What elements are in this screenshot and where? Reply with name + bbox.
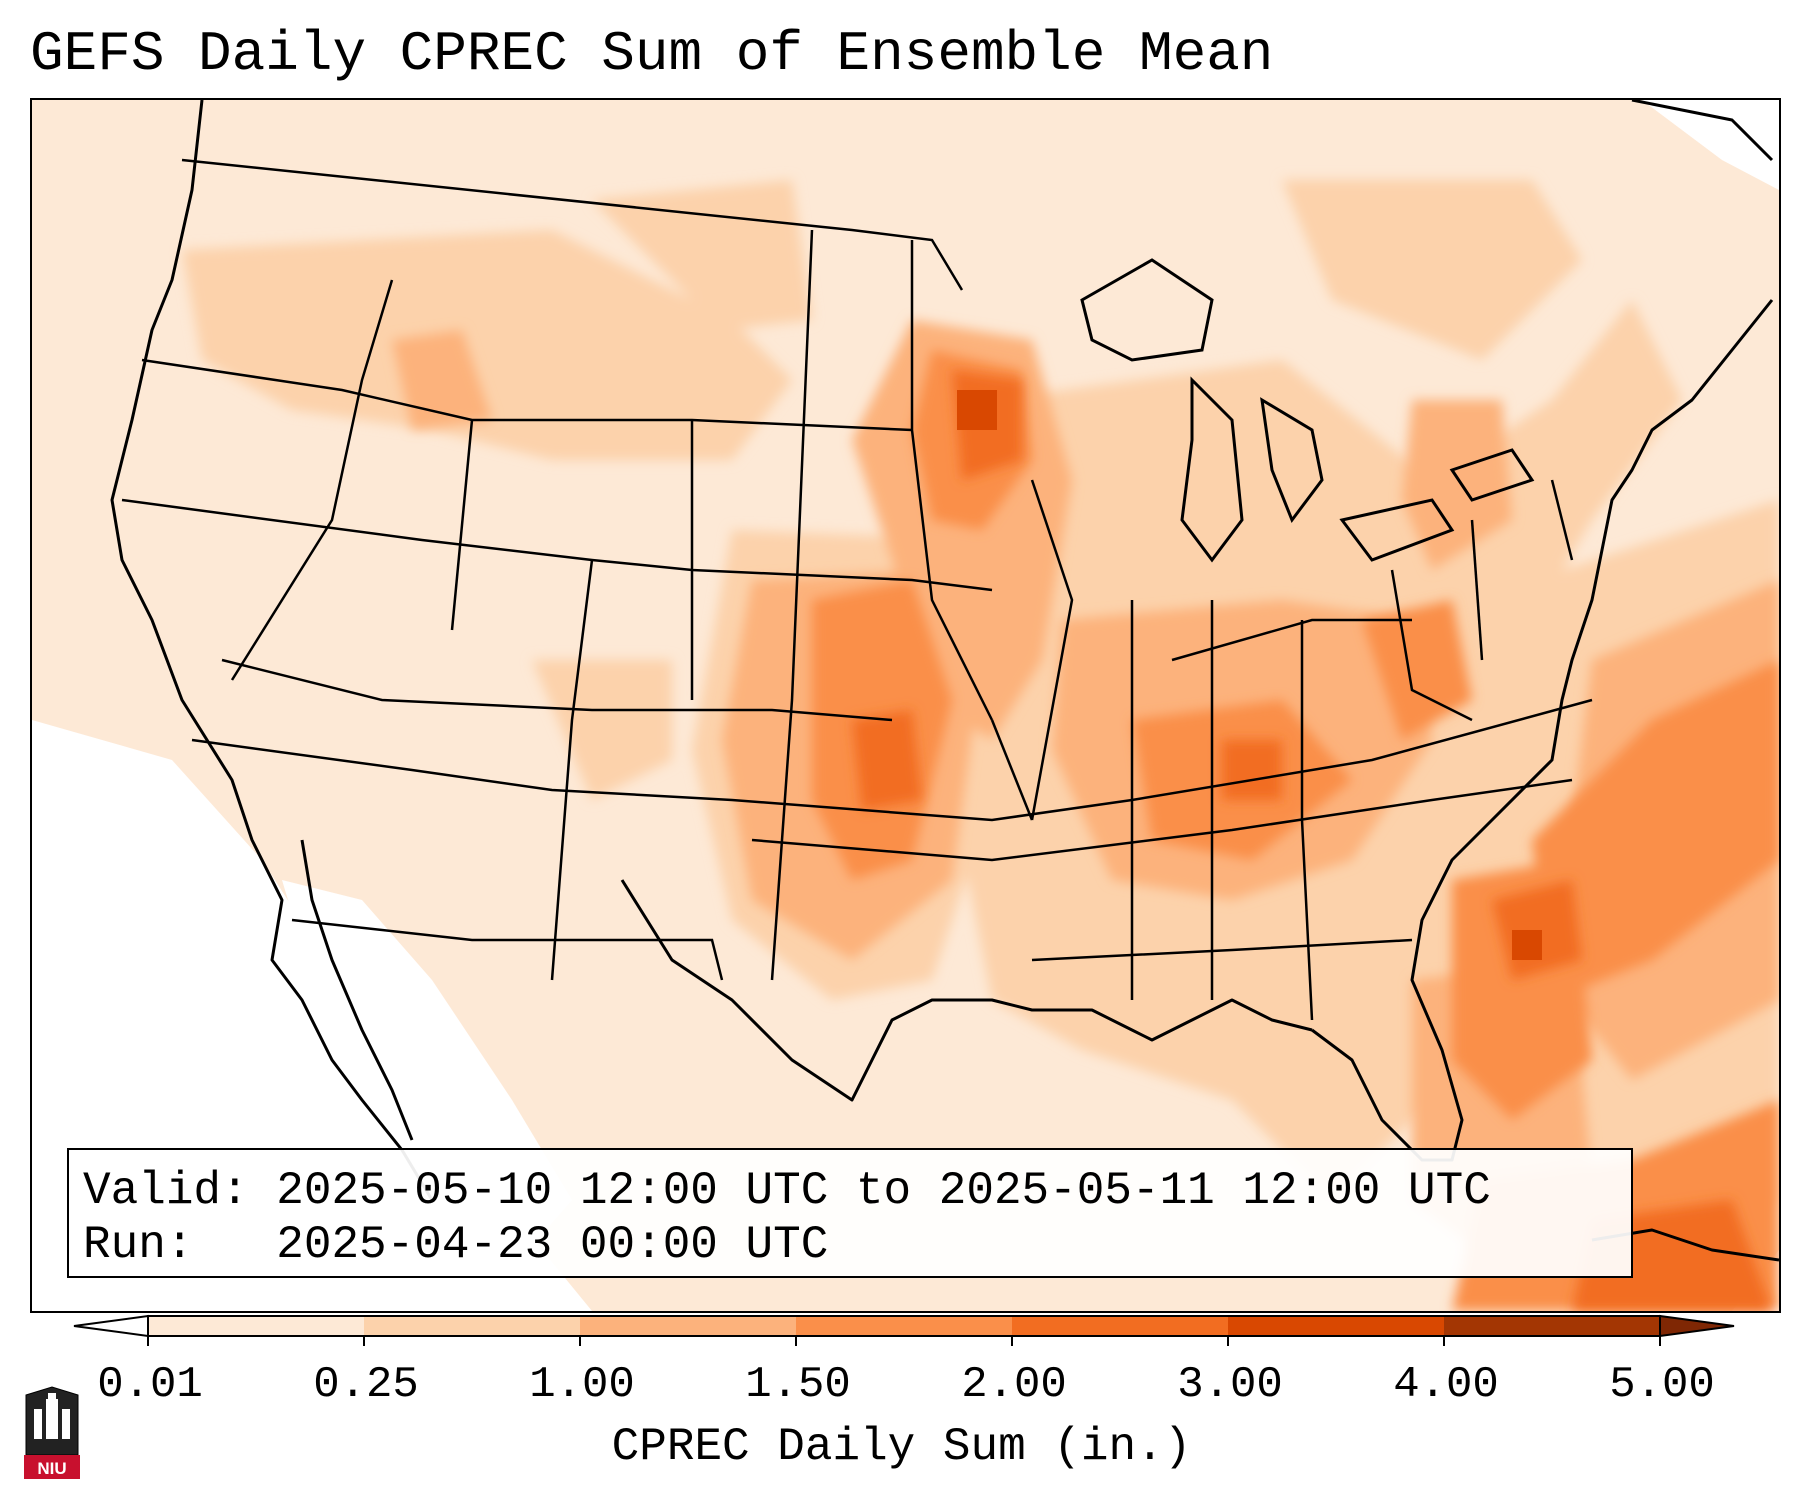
state-borders [121, 158, 1593, 1021]
valid-run-info-box: Valid: 2025-05-10 12:00 UTC to 2025-05-1… [67, 1148, 1633, 1278]
colorbar-tick-label: 1.50 [745, 1360, 851, 1410]
colorbar-tick-label: 0.01 [97, 1360, 203, 1410]
niu-logo: NIU [24, 1386, 80, 1479]
colorbar-outline [147, 1315, 1661, 1337]
run-time-line: Run: 2025-04-23 00:00 UTC [83, 1219, 829, 1271]
colorbar-under-arrow [73, 1314, 149, 1338]
colorbar-label: CPREC Daily Sum (in.) [611, 1421, 1192, 1473]
colorbar-segment [1012, 1316, 1228, 1336]
colorbar-tick-label: 2.00 [961, 1360, 1067, 1410]
valid-time-line: Valid: 2025-05-10 12:00 UTC to 2025-05-1… [83, 1165, 1491, 1217]
colorbar-segment [1228, 1316, 1444, 1336]
logo-text: NIU [37, 1459, 66, 1478]
colorbar-segment [148, 1316, 364, 1336]
colorbar-tick-label: 4.00 [1393, 1360, 1499, 1410]
chart-title: GEFS Daily CPREC Sum of Ensemble Mean [30, 22, 1274, 86]
colorbar-segment [1444, 1316, 1660, 1336]
great-lakes [1080, 258, 1535, 563]
colorbar-segment [364, 1316, 580, 1336]
colorbar-ticks [147, 1336, 1661, 1346]
colorbar-tick-label: 0.25 [313, 1360, 419, 1410]
colorbar-over-arrow [1659, 1314, 1735, 1338]
colorbar [73, 1314, 1735, 1346]
logo-band [24, 1455, 80, 1479]
colorbar-tick-label: 5.00 [1609, 1360, 1715, 1410]
max-precip-spots [957, 390, 1542, 960]
colorbar-tick-label: 1.00 [529, 1360, 635, 1410]
colorbar-tick-label: 3.00 [1177, 1360, 1283, 1410]
colorbar-segment [796, 1316, 1012, 1336]
colorbar-segment [580, 1316, 796, 1336]
